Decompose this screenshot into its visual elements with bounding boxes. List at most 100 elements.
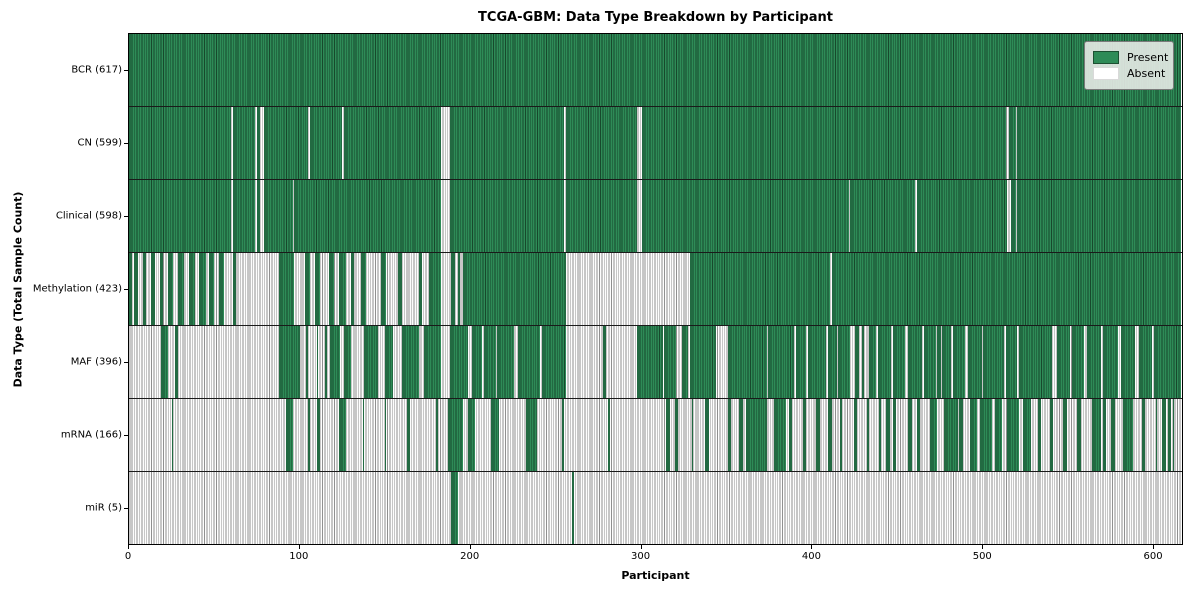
present-segment [565,180,638,252]
present-segment [406,399,411,471]
present-segment [316,326,319,398]
present-segment [360,253,367,325]
x-tick-mark [1153,545,1155,549]
x-tick-mark [128,545,129,549]
present-segment [1153,326,1182,398]
present-segment [328,253,334,325]
present-segment [1017,180,1182,252]
present-segment [603,326,607,398]
present-segment [1017,107,1182,179]
y-tick-mark [124,508,128,510]
present-segment [1141,399,1146,471]
heatmap-row-MAF [129,326,1182,399]
x-tick-label-600: 600 [1143,551,1163,562]
present-segment [983,326,1004,398]
x-tick-label-200: 200 [460,551,480,562]
present-segment [869,326,876,398]
present-segment [424,326,442,398]
present-segment [937,326,941,398]
present-segment [1172,399,1175,471]
present-segment [471,326,482,398]
present-segment [384,326,394,398]
present-segment [279,253,295,325]
x-tick-label-300: 300 [631,551,651,562]
present-segment [449,180,564,252]
present-segment [1162,399,1166,471]
present-segment [129,180,232,252]
present-segment [159,253,164,325]
present-segment [1037,399,1042,471]
present-segment [674,399,679,471]
present-segment [923,326,936,398]
present-segment [681,326,689,398]
present-segment [526,399,537,471]
present-segment [1123,399,1134,471]
present-segment [151,253,155,325]
present-segment [1072,326,1084,398]
present-segment [304,253,310,325]
present-segment [850,180,916,252]
y-tick-mark [124,69,128,71]
present-segment [942,326,951,398]
present-segment [1063,399,1067,471]
y-tick-label-miR: miR (5) [85,502,122,514]
x-tick-mark [640,545,642,549]
plot-area: Present Absent [128,33,1183,545]
legend-entry-present: Present [1093,51,1168,64]
present-segment [343,326,351,398]
present-segment [840,399,842,471]
present-segment [350,253,355,325]
present-segment [1056,326,1071,398]
present-segment [944,399,958,471]
heatmap-row-Clinical [129,180,1182,253]
present-segment [807,326,827,398]
present-segment [967,326,982,398]
present-segment [233,107,256,179]
present-segment [178,253,184,325]
y-tick-label-BCR: BCR (617) [71,64,122,76]
present-segment [995,399,1003,471]
present-segment [451,472,459,544]
y-tick-mark [124,435,128,437]
present-segment [690,326,716,398]
present-segment [1102,326,1119,398]
present-segment [666,399,670,471]
present-segment [285,399,293,471]
present-segment [1007,399,1020,471]
present-segment [256,180,261,252]
present-segment [129,107,232,179]
present-segment [449,326,469,398]
x-tick-label-500: 500 [972,551,992,562]
present-segment [233,253,237,325]
present-segment [1121,326,1136,398]
present-segment [325,326,327,398]
present-segment [418,253,423,325]
x-tick-mark [469,545,471,549]
present-segment [886,399,890,471]
present-segment [429,253,442,325]
present-segment [1049,399,1054,471]
present-segment [1092,399,1101,471]
present-segment [690,253,830,325]
present-segment [1077,399,1081,471]
present-segment [458,253,460,325]
present-segment [198,253,206,325]
present-segment [816,399,820,471]
present-segment [209,253,215,325]
present-segment [664,326,677,398]
y-tick-label-Methylation: Methylation (423) [32,283,122,295]
present-segment [916,180,1008,252]
present-segment [828,399,832,471]
y-tick-mark [124,215,128,217]
present-segment [562,399,564,471]
present-segment [1008,107,1016,179]
present-segment [838,326,851,398]
present-swatch-icon [1093,51,1119,64]
present-segment [788,399,793,471]
present-segment [279,326,300,398]
present-segment [129,253,133,325]
present-segment [879,399,882,471]
present-segment [447,399,464,471]
present-segment [642,107,1006,179]
